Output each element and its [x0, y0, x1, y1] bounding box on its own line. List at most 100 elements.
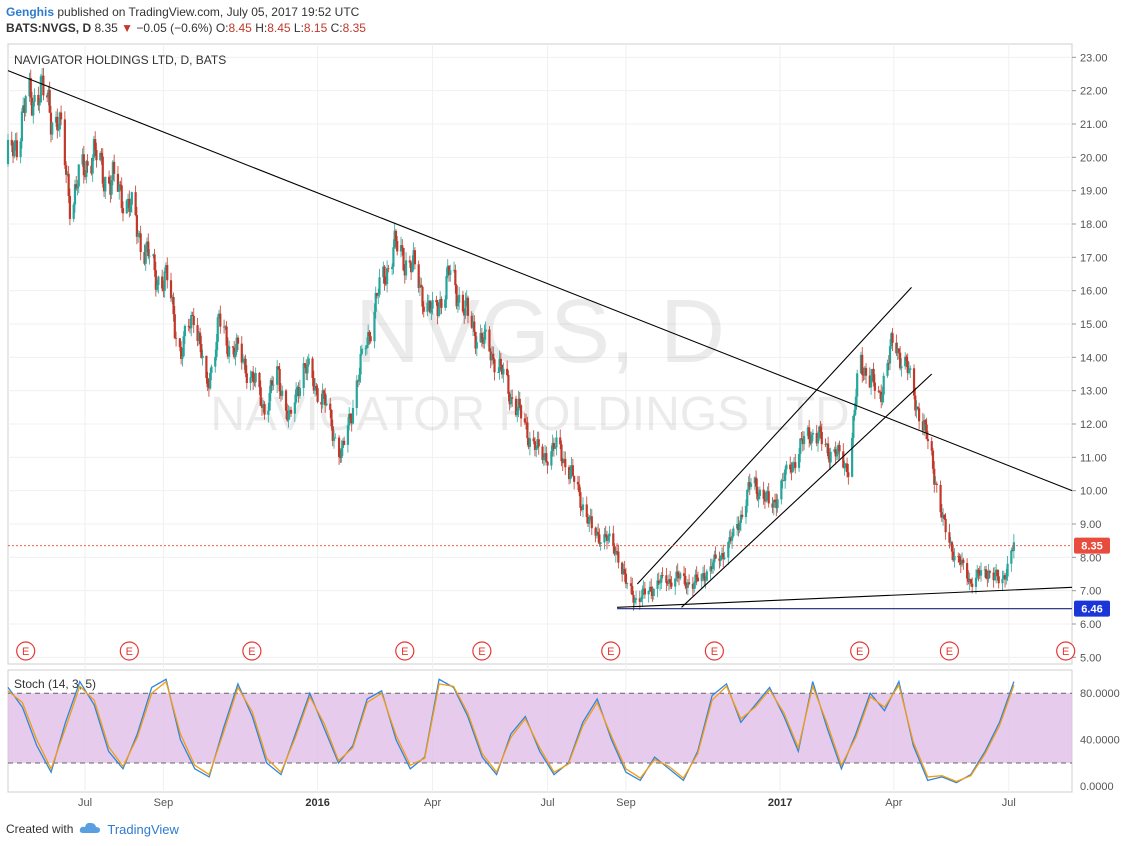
candle-body: [431, 300, 434, 309]
candle-body: [519, 405, 523, 419]
candle-body: [272, 384, 275, 386]
candle-body: [741, 514, 744, 517]
candle-body: [959, 562, 962, 565]
candle-body: [969, 578, 973, 584]
candle-body: [331, 426, 334, 441]
candle-body: [384, 283, 387, 285]
candle-body: [554, 447, 557, 449]
candle-body: [909, 368, 912, 370]
candle-body: [629, 583, 633, 586]
candle-body: [125, 200, 128, 214]
candle-body: [634, 598, 638, 600]
candle-body: [410, 262, 413, 273]
candle-body: [219, 313, 222, 327]
candle-body: [873, 382, 876, 391]
chart-canvas[interactable]: 23.00 22.00 21.00 20.00 19.00 18.00 17.00 16.00…: [0, 40, 1130, 816]
time-tick-label: Jul: [78, 797, 92, 809]
candle-body: [56, 116, 59, 131]
candle-body: [526, 422, 529, 439]
price-tick-label: 14.00: [1080, 352, 1108, 364]
tradingview-cloud-icon: [79, 821, 101, 838]
candle-body: [233, 347, 236, 358]
candle-body: [578, 484, 581, 493]
candle-body: [789, 464, 792, 470]
candle-body: [279, 391, 283, 396]
candle-body: [121, 208, 125, 214]
stoch-tick-label: 0.0000: [1080, 781, 1114, 793]
candle-body: [244, 358, 247, 374]
earnings-marker-icon: [704, 641, 724, 661]
candle-body: [129, 204, 132, 212]
candle-body: [83, 175, 87, 177]
earnings-marker-label: E: [1062, 646, 1069, 658]
candle-body: [767, 491, 770, 504]
candle-body: [666, 582, 669, 584]
candle-body: [862, 374, 865, 376]
candle-body: [73, 184, 77, 205]
down-arrow-icon: ▼: [121, 21, 134, 35]
candle-body: [373, 311, 376, 342]
candle-body: [178, 338, 181, 348]
candle-body: [427, 300, 430, 303]
earnings-marker-icon: [1056, 641, 1076, 661]
candle-body: [420, 284, 423, 287]
candle-body: [968, 578, 971, 582]
candle-body: [297, 387, 300, 397]
candle-body: [224, 326, 227, 328]
candle-body: [746, 489, 749, 506]
candle-body: [780, 480, 783, 500]
candle-body: [686, 582, 689, 588]
candle-body: [46, 95, 49, 98]
candle-body: [872, 368, 875, 383]
price-tick-label: 18.00: [1080, 219, 1108, 231]
candle-body: [145, 241, 149, 246]
candle-body: [847, 472, 850, 477]
candle-body: [411, 262, 414, 273]
candle-body: [930, 441, 933, 451]
candle-body: [464, 300, 467, 316]
candle-body: [677, 575, 681, 579]
candle-body: [560, 444, 563, 462]
candle-body: [41, 75, 44, 77]
author-link[interactable]: Genghis: [6, 5, 55, 19]
candle-body: [926, 439, 930, 442]
trendline-channel-upper: [636, 286, 912, 585]
candle-body: [6, 139, 10, 164]
candle-body: [651, 591, 654, 597]
candle-body: [164, 265, 168, 272]
candle-body: [295, 389, 298, 403]
candle-body: [790, 469, 793, 473]
candle-body: [22, 105, 25, 112]
tradingview-brand[interactable]: TradingView: [107, 821, 179, 837]
candle-body: [346, 425, 350, 445]
candle-body: [37, 94, 40, 106]
candle-body: [586, 517, 590, 524]
candle-body: [899, 352, 902, 369]
candle-body: [632, 594, 635, 603]
candle-body: [375, 293, 379, 296]
candle-body: [324, 393, 327, 406]
candle-body: [516, 410, 519, 416]
candle-body: [732, 528, 735, 537]
candle-body: [350, 418, 353, 424]
candle-body: [811, 433, 815, 435]
candle-body: [676, 571, 679, 576]
candle-body: [978, 573, 981, 576]
candle-body: [904, 356, 907, 367]
candle-body: [452, 269, 456, 271]
candle-body: [209, 372, 212, 389]
candle-body: [861, 354, 864, 375]
candle-body: [77, 164, 80, 187]
time-tick-label: 2017: [768, 797, 792, 809]
candle-body: [267, 410, 270, 415]
candle-body: [187, 325, 190, 327]
candle-body: [824, 444, 827, 445]
candle-body: [983, 569, 986, 571]
candle-body: [803, 435, 806, 445]
price-tick-label: 13.00: [1080, 386, 1108, 398]
candle-body: [621, 562, 624, 575]
candle-body: [320, 401, 323, 405]
candle-body: [952, 551, 955, 561]
candle-body: [921, 421, 924, 431]
candle-body: [119, 184, 122, 186]
